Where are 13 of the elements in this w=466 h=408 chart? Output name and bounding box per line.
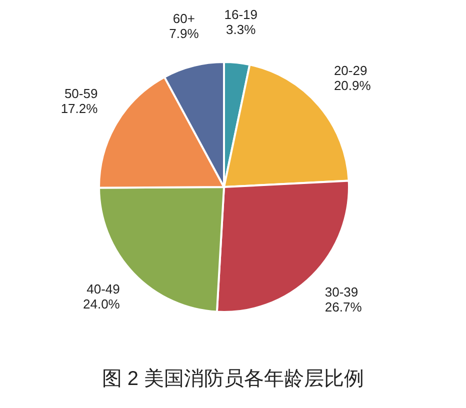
text: 图 2 美国消防员各年龄层比例 xyxy=(102,367,364,390)
data-label: 26.7% xyxy=(324,300,362,315)
data-label: 24.0% xyxy=(83,296,120,312)
slice-label: 40-49 xyxy=(86,281,120,296)
data-label: 3.3% xyxy=(226,22,256,37)
data-label: 20.9% xyxy=(334,78,372,94)
slice-label: 20-29 xyxy=(334,63,368,78)
slice-label: 30-39 xyxy=(324,284,358,300)
slice-label: 16-19 xyxy=(224,6,258,22)
data-label: 17.2% xyxy=(60,101,98,116)
data-label: 7.9% xyxy=(169,26,200,41)
slice-label: 50-59 xyxy=(64,86,98,102)
slice-label: 60+ xyxy=(172,10,195,26)
